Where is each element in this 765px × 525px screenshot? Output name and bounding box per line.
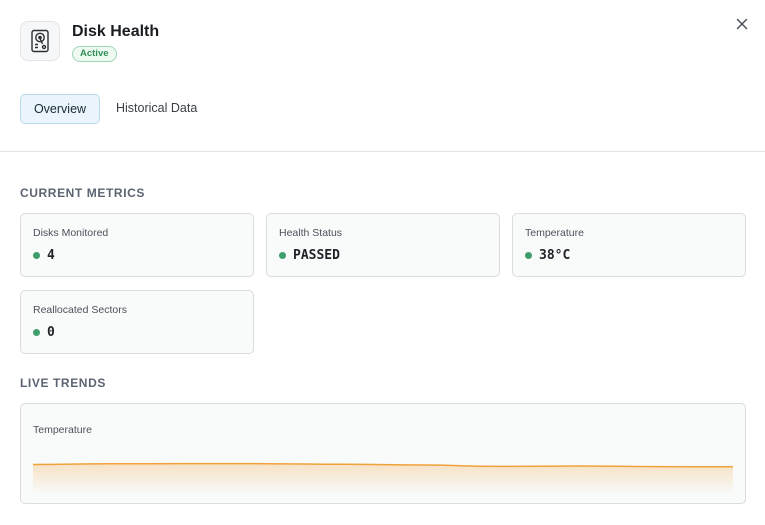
section-title-live-trends: LIVE TRENDS	[20, 376, 106, 390]
panel-title: Disk Health	[72, 23, 160, 40]
metric-label: Disks Monitored	[33, 227, 109, 239]
panel-header: Disk Health Active Overview Historical D…	[0, 0, 765, 152]
trend-card-temperature: Temperature	[20, 403, 746, 504]
close-icon	[736, 18, 748, 30]
temperature-sparkline	[33, 462, 733, 492]
trend-label: Temperature	[33, 424, 92, 436]
metric-label: Reallocated Sectors	[33, 304, 127, 316]
metric-value: 38°C	[539, 248, 571, 263]
hard-drive-icon	[20, 21, 60, 61]
status-dot	[279, 252, 286, 259]
metric-value: 0	[47, 325, 55, 340]
tab-overview[interactable]: Overview	[20, 94, 100, 124]
metric-value: 4	[47, 248, 55, 263]
sparkline-area	[33, 463, 733, 492]
status-dot	[525, 252, 532, 259]
metric-card-temperature: Temperature 38°C	[512, 213, 746, 277]
status-dot	[33, 329, 40, 336]
metric-label: Health Status	[279, 227, 343, 239]
close-button[interactable]	[732, 14, 752, 34]
status-dot	[33, 252, 40, 259]
metric-card-disks-monitored: Disks Monitored 4	[20, 213, 254, 277]
metric-label: Temperature	[525, 227, 584, 239]
metric-card-reallocated-sectors: Reallocated Sectors 0	[20, 290, 254, 354]
metric-card-health-status: Health Status PASSED	[266, 213, 500, 277]
sparkline-line	[33, 462, 733, 468]
section-title-current-metrics: CURRENT METRICS	[20, 186, 145, 200]
status-badge: Active	[72, 46, 117, 62]
tab-historical-data[interactable]: Historical Data	[116, 101, 198, 115]
metric-value: PASSED	[293, 248, 340, 263]
